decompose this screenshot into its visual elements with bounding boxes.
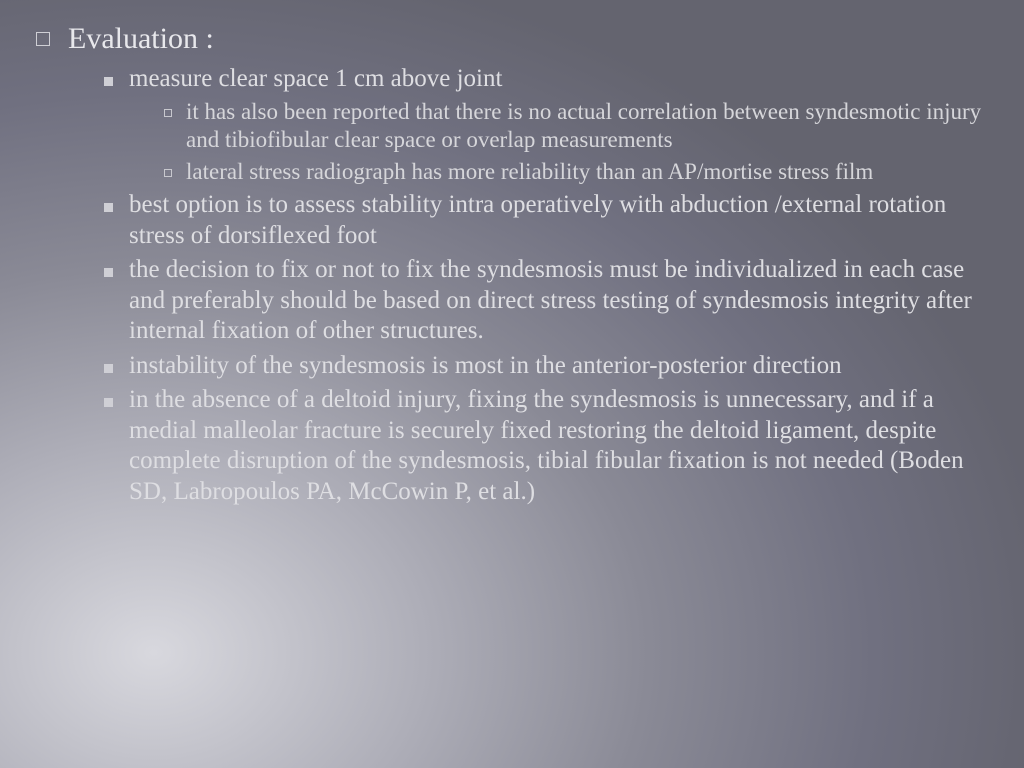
list-item: best option is to assess stability intra… (104, 190, 984, 251)
subitem-text: lateral stress radiograph has more relia… (186, 158, 873, 186)
item-text: best option is to assess stability intra… (129, 190, 984, 251)
bullet-solid-square-icon (104, 77, 113, 86)
bullet-small-open-square-icon (164, 169, 172, 177)
bullet-solid-square-icon (104, 398, 113, 407)
subitem-text: it has also been reported that there is … (186, 98, 984, 154)
list-item: instability of the syndesmosis is most i… (104, 351, 984, 382)
heading-row: Evaluation : (36, 20, 984, 58)
bullet-solid-square-icon (104, 203, 113, 212)
item-text: instability of the syndesmosis is most i… (129, 351, 842, 382)
slide: Evaluation : measure clear space 1 cm ab… (0, 0, 1024, 768)
bullet-solid-square-icon (104, 364, 113, 373)
bullet-small-open-square-icon (164, 109, 172, 117)
list-item: the decision to fix or not to fix the sy… (104, 255, 984, 347)
bullet-solid-square-icon (104, 268, 113, 277)
list-item: in the absence of a deltoid injury, fixi… (104, 385, 984, 507)
item-text: the decision to fix or not to fix the sy… (129, 255, 984, 347)
heading-text: Evaluation : (68, 20, 214, 58)
item-text: in the absence of a deltoid injury, fixi… (129, 385, 984, 507)
bullet-open-square-icon (36, 32, 50, 46)
list-subitem: it has also been reported that there is … (164, 98, 984, 154)
list-subitem: lateral stress radiograph has more relia… (164, 158, 984, 186)
list-item: measure clear space 1 cm above joint (104, 64, 984, 95)
item-text: measure clear space 1 cm above joint (129, 64, 502, 95)
